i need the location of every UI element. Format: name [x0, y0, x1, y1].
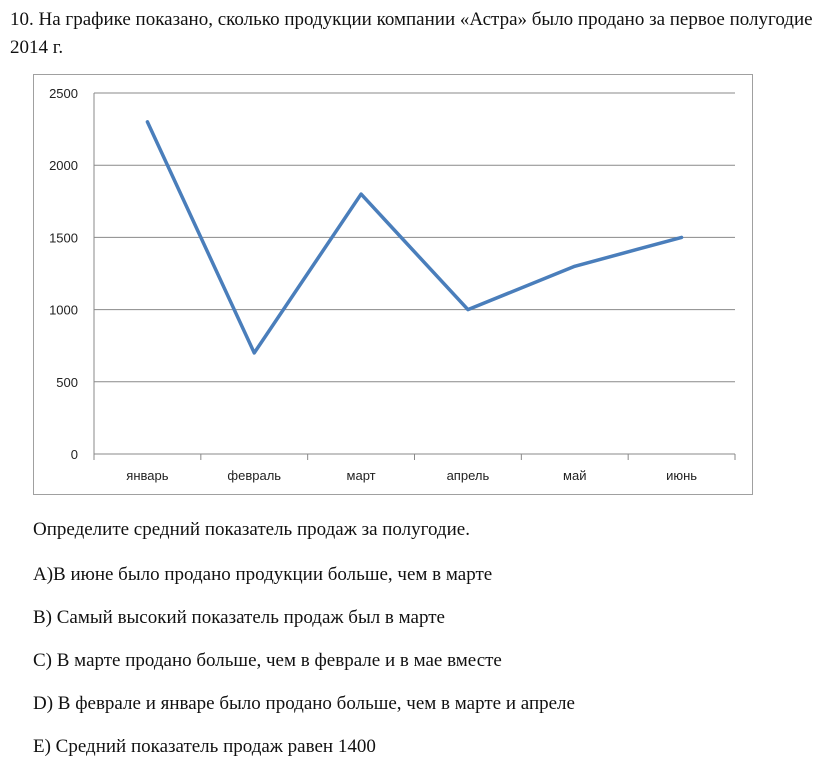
option-b: B) Самый высокий показатель продаж был в…: [33, 607, 445, 628]
x-tick-label: апрель: [447, 468, 490, 483]
chart-canvas: 0 500 1000 1500 2000 2500 январь февраль март апр…: [49, 86, 736, 483]
series-line: [145, 120, 684, 355]
y-tick-label: 1500: [49, 230, 78, 245]
line-chart: 0 500 1000 1500 2000 2500 январь февраль март апр…: [33, 74, 753, 495]
y-tick-label: 0: [71, 447, 78, 462]
x-tick-label: июнь: [666, 468, 697, 483]
option-a: A)В июне было продано продукции больше, …: [33, 564, 493, 585]
y-tick-label: 2500: [49, 86, 78, 101]
question-text: 10. На графике показано, сколько продукц…: [10, 9, 813, 58]
x-tick-label: январь: [126, 468, 168, 483]
instruction-text: Определите средний показатель продаж за …: [33, 519, 470, 540]
x-tick-label: февраль: [227, 468, 281, 483]
option-c: C) В марте продано больше, чем в феврале…: [33, 650, 502, 671]
y-tick-label: 500: [56, 375, 78, 390]
y-tick-label: 2000: [49, 158, 78, 173]
option-e: E) Средний показатель продаж равен 1400: [33, 736, 376, 757]
y-tick-label: 1000: [49, 303, 78, 318]
x-tick-label: март: [347, 468, 376, 483]
option-d: D) В феврале и январе было продано больш…: [33, 693, 575, 714]
x-tick-label: май: [563, 468, 586, 483]
